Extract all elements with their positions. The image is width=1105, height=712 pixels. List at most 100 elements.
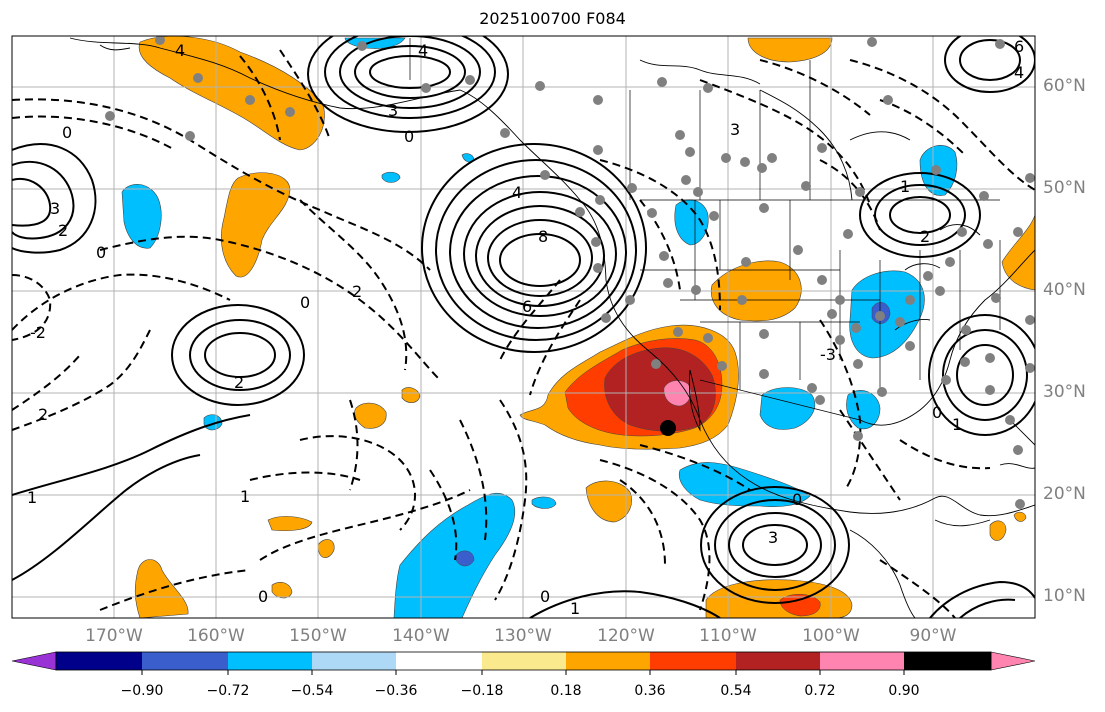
contour-label: 0 — [792, 490, 802, 509]
contour-label: 0 — [96, 243, 106, 262]
contour-label: 1 — [570, 599, 580, 618]
contour-label: 2 — [352, 282, 362, 301]
contour-label: 1 — [27, 488, 37, 507]
orange-small-3 — [267, 516, 313, 532]
orange-region-central-pacific — [221, 172, 291, 278]
colorbar-bin — [566, 652, 650, 670]
colorbar-bin — [142, 652, 228, 670]
contour-label: 1 — [900, 177, 910, 196]
contour-label: 0 — [540, 587, 550, 606]
colorbar — [11, 651, 1036, 675]
lon-label: 140°W — [392, 626, 450, 646]
blue-region-mexico — [678, 462, 811, 507]
colorbar-tick-label: −0.36 — [374, 683, 418, 699]
colorbar-bin — [228, 652, 312, 670]
darkblue-spot-pacific — [455, 550, 475, 567]
contour-label: 4 — [418, 41, 428, 60]
lon-label: 150°W — [289, 626, 347, 646]
colorbar-tick-label: 0.90 — [888, 683, 920, 699]
red-region-south — [779, 594, 821, 617]
orange-small-6 — [989, 520, 1007, 541]
blue-small-2 — [531, 496, 557, 509]
colorbar-arrow-right — [990, 651, 1036, 671]
colorbar-tick-label: −0.90 — [120, 683, 164, 699]
colorbar-tick-label: 0.18 — [550, 683, 582, 699]
lat-label: 10°N — [1043, 586, 1086, 606]
anomaly-shading — [121, 36, 1035, 618]
colorbar-bin — [736, 652, 820, 670]
lat-label: 20°N — [1043, 484, 1086, 504]
contour-label: 8 — [538, 227, 548, 246]
contour-label: 0 — [300, 293, 310, 312]
colorbar-bin — [650, 652, 736, 670]
station-dots — [105, 36, 1035, 509]
contour-label: 3 — [388, 101, 398, 120]
contour-label: 2 — [38, 405, 48, 424]
lon-label: 120°W — [597, 626, 655, 646]
contour-label: 3 — [730, 120, 740, 139]
darkred-region-tropical — [604, 347, 716, 432]
colorbar-bin — [56, 652, 142, 670]
colorbar-tick-label: 0.54 — [720, 683, 752, 699]
blue-region-texas — [759, 387, 816, 430]
contour-label: 1 — [952, 415, 962, 434]
colorbar-frame — [55, 651, 992, 671]
colorbar-tick-label: 0.36 — [634, 683, 666, 699]
colorbar-bin — [904, 652, 991, 670]
contour-label: 4 — [1014, 63, 1024, 82]
orange-region-alaska — [138, 36, 325, 151]
colorbar-arrow-left — [11, 651, 57, 671]
political-borders — [409, 38, 1001, 421]
dashed-contours — [12, 49, 1035, 618]
contour-label: 6 — [1014, 37, 1024, 56]
contour-label: 0 — [62, 123, 72, 142]
colorbar-bin — [482, 652, 566, 670]
colorbar-bin — [820, 652, 904, 670]
map-title: 2025100700 F084 — [479, 9, 626, 28]
colorbar-bin — [312, 652, 396, 670]
solid-contours — [12, 36, 1035, 618]
contour-label: -3 — [820, 345, 836, 364]
lat-label: 30°N — [1043, 382, 1086, 402]
gridlines — [12, 36, 1035, 618]
blue-small-3 — [381, 171, 401, 183]
contour-label: 1 — [240, 487, 250, 506]
contour-label: 2 — [234, 373, 244, 392]
colorbar-tick-label: −0.54 — [290, 683, 334, 699]
orange-small-2 — [401, 387, 421, 403]
contour-labels: 4 3 0 2 4 8 6 0 2 2 1 1 3 0 1 2 0 3 4 1 … — [27, 37, 1024, 618]
blue-region-west-pacific — [121, 184, 162, 249]
lon-label: 160°W — [187, 626, 245, 646]
contour-label: 4 — [175, 41, 185, 60]
contour-label: 0 — [258, 587, 268, 606]
colorbar-tick-label: −0.18 — [460, 683, 504, 699]
orange-small-5 — [271, 582, 293, 599]
orange-region-mexico-coast — [585, 480, 632, 523]
lat-label: 50°N — [1043, 178, 1086, 198]
colorbar-bin — [396, 652, 482, 670]
orange-small-7 — [1013, 511, 1027, 522]
colorbar-tick-label: 0.72 — [804, 683, 836, 699]
orange-region-east — [1001, 214, 1035, 291]
colorbar-tick-label: −0.72 — [206, 683, 250, 699]
contour-label: 3 — [50, 199, 60, 218]
lon-label: 100°W — [802, 626, 860, 646]
contour-label: 4 — [512, 183, 522, 202]
contour-label: 0 — [932, 403, 942, 422]
blue-region-rockies — [674, 199, 709, 246]
location-marker — [660, 420, 676, 436]
contour-label: -2 — [30, 323, 46, 342]
contour-label: 3 — [768, 528, 778, 547]
lon-label: 170°W — [85, 626, 143, 646]
contour-label: 0 — [404, 127, 414, 146]
lat-label: 40°N — [1043, 280, 1086, 300]
lat-label: 60°N — [1043, 76, 1086, 96]
orange-small-4 — [317, 539, 335, 558]
map-frame — [11, 35, 1036, 619]
lon-label: 130°W — [494, 626, 552, 646]
contour-label: 2 — [920, 227, 930, 246]
lon-label: 90°W — [909, 626, 957, 646]
lon-label: 110°W — [699, 626, 757, 646]
contour-label: 2 — [58, 221, 68, 240]
